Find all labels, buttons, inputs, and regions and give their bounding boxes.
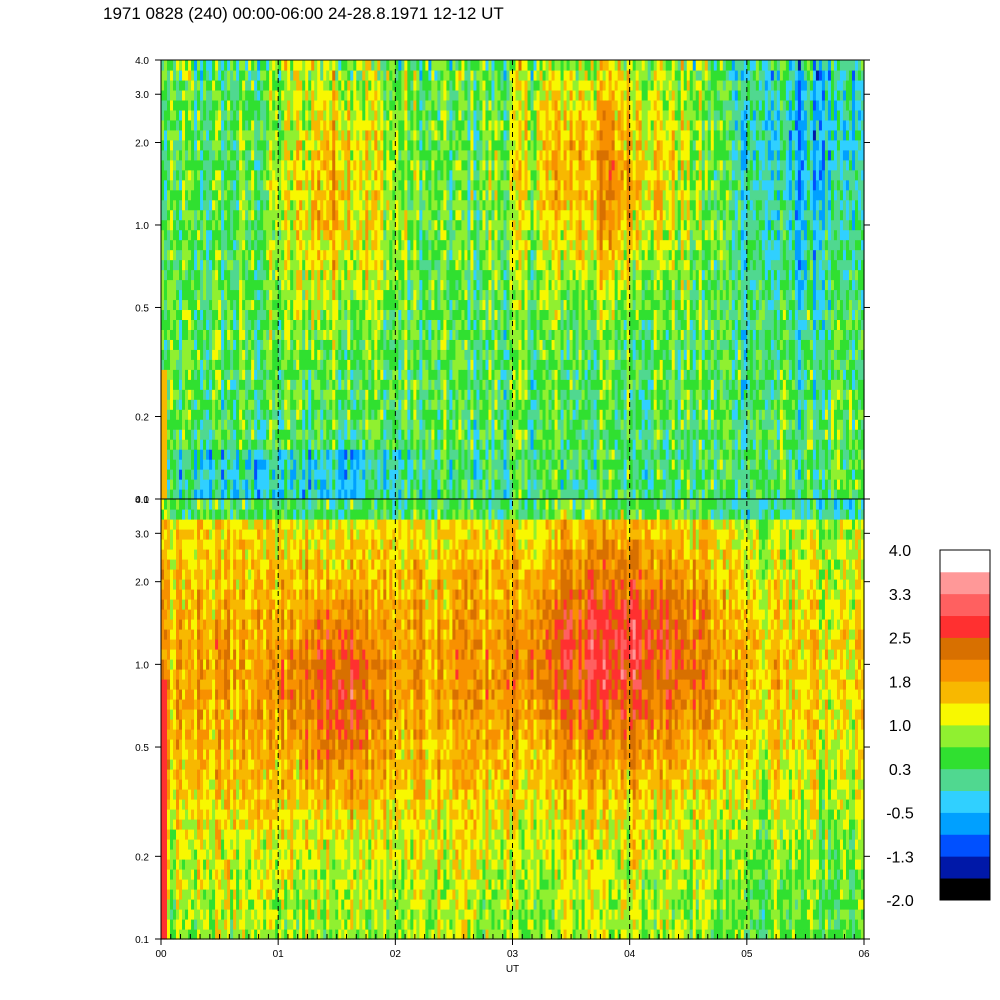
colorbar-swatch [940,703,990,725]
colorbar-label: -1.3 [886,849,914,866]
colorbar-label: -0.5 [886,806,914,823]
colorbar-swatch [940,572,990,594]
colorbar-label: -2.0 [886,893,914,910]
y-tick-label: 2.0 [135,578,149,589]
y-tick-label: 1.0 [135,660,149,671]
y-tick-label: 1.0 [135,221,149,232]
colorbar-swatch [940,769,990,791]
x-tick-label: 03 [507,949,519,960]
y-tick-label: 4.0 [135,56,149,67]
colorbar-swatch [940,791,990,813]
y-tick-label: 0.2 [135,413,149,424]
colorbar-label: 1.8 [889,674,911,691]
colorbar-label: 1.0 [889,718,911,735]
colorbar-label: 3.3 [889,587,911,604]
y-tick-label: 0.1 [135,935,149,946]
x-axis-label: UT [506,964,519,975]
x-tick-label: 06 [858,949,870,960]
colorbar-swatch [940,813,990,835]
colorbar-swatch [940,659,990,681]
colorbar-swatch [940,616,990,638]
x-tick-label: 00 [155,949,167,960]
colorbar-swatch [940,638,990,660]
x-tick-label: 05 [741,949,753,960]
colorbar-layer: 4.0 3.3 2.5 1.8 1.0 0.3 -0.5 -1.3 -2.0 [886,543,990,910]
colorbar-swatch [940,834,990,856]
colorbar-label: 4.0 [889,543,911,560]
colorbar-swatch [940,550,990,572]
colorbar-swatch [940,856,990,878]
y-tick-label: 4.0 [135,495,149,506]
x-tick-label: 04 [624,949,636,960]
y-tick-label: 3.0 [135,529,149,540]
x-tick-label: 01 [273,949,285,960]
colorbar-swatch [940,747,990,769]
colorbar-swatch [940,878,990,900]
colorbar-swatch [940,594,990,616]
x-tick-label: 02 [390,949,402,960]
colorbar-label: 2.5 [889,631,911,648]
y-tick-label: 0.5 [135,303,149,314]
y-tick-label: 3.0 [135,90,149,101]
colorbar-label: 0.3 [889,762,911,779]
colorbar-swatch [940,681,990,703]
colorbar-swatch [940,725,990,747]
y-tick-label: 2.0 [135,138,149,149]
y-tick-label: 0.5 [135,743,149,754]
y-tick-label: 0.2 [135,852,149,863]
